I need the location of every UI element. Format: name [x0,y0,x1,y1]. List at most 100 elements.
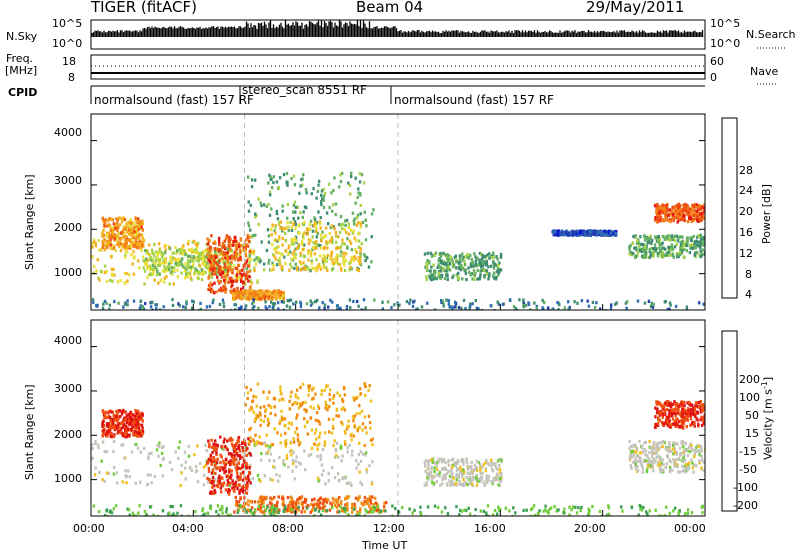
vel-cell [439,483,442,487]
vel-cell [290,453,293,457]
nsky-right-tick-bottom: 10^0 [710,37,741,50]
power-cell [242,244,245,248]
power-cell [162,305,165,309]
velocity-ytick-1000: 1000 [54,472,82,485]
vel-cell [352,419,355,423]
vel-cell [265,433,268,437]
vel-cell [374,501,377,505]
vel-cell [133,420,136,424]
power-cell [434,251,438,255]
power-cell [297,246,300,250]
power-cell [663,237,666,241]
vel-cell [217,476,221,480]
power-cell [302,234,305,238]
power-cell [469,304,472,308]
power-cell [682,208,686,212]
power-cell [634,255,637,260]
power-cell [234,243,238,247]
xtick-2: 08:00 [272,522,304,535]
power-cell [288,268,291,272]
vel-cell [258,411,262,415]
vel-cell [312,386,315,390]
power-cell [661,203,664,208]
vel-cell [106,432,110,436]
power-cell [448,305,451,309]
vel-cell [178,440,182,444]
vel-cell [119,409,122,413]
power-cell [247,209,251,213]
power-cell [183,249,186,253]
power-cell [185,302,188,306]
vel-cell [115,471,119,475]
power-cell [292,223,295,227]
vel-cell [296,433,300,437]
vel-cell [350,438,353,442]
vel-cell [107,415,111,419]
power-cell [246,297,250,301]
power-cell [149,301,152,305]
vel-cell [246,396,249,401]
vel-cell [134,432,138,436]
vel-cell [230,462,233,466]
vel-cell [224,463,227,467]
power-cell [409,298,412,302]
power-cell [102,302,105,306]
power-cell [228,235,231,239]
power-cell [272,267,275,271]
power-cell [141,220,144,224]
vel-cell [371,437,374,441]
power-cell [106,243,110,247]
power-cell [179,259,183,264]
power-cell [316,189,319,193]
power-cell [192,259,195,263]
power-cell [496,267,500,272]
power-cell [566,231,569,235]
freq-left-tick-top: 18 [62,55,76,68]
power-cell [248,254,251,258]
power-cell [270,293,273,297]
power-cell [492,262,495,266]
power-cell [325,259,328,263]
power-cell [636,251,639,255]
power-cell [355,216,359,220]
vel-cell [239,456,242,460]
vel-cell [102,419,105,423]
vel-cell [284,439,288,443]
power-cell [184,305,187,310]
power-cell [226,261,230,265]
vel-cell [227,490,230,494]
power-cell [240,275,243,279]
power-cell [339,254,343,258]
vel-cell [101,424,104,428]
power-cell [239,306,242,310]
vel-cell [123,456,126,460]
power-cell [483,261,486,265]
power-cell [684,205,687,209]
power-cell [646,241,649,245]
power-cell [426,268,429,272]
power-cell [462,298,466,302]
power-cell [437,259,440,263]
power-cell [319,233,323,237]
vel-cell [142,446,146,451]
vel-cell [433,470,436,474]
power-cell [280,265,284,269]
power-cell [309,254,313,258]
vel-cell [297,508,300,512]
power-cell [128,245,131,249]
vel-cell [305,408,308,413]
power-cell [140,245,143,249]
power-cell [236,295,239,299]
vel-cell [264,443,268,448]
vel-cell [323,498,326,502]
power-cell [325,211,329,215]
power-cell [282,296,285,300]
vel-cell [369,399,373,403]
power-cell [430,265,433,269]
power-cell [245,243,248,247]
vel-cell [259,458,263,462]
power-cell [354,239,358,243]
power-cell [350,228,353,232]
vel-cell [248,408,251,412]
vel-cell [429,471,433,475]
